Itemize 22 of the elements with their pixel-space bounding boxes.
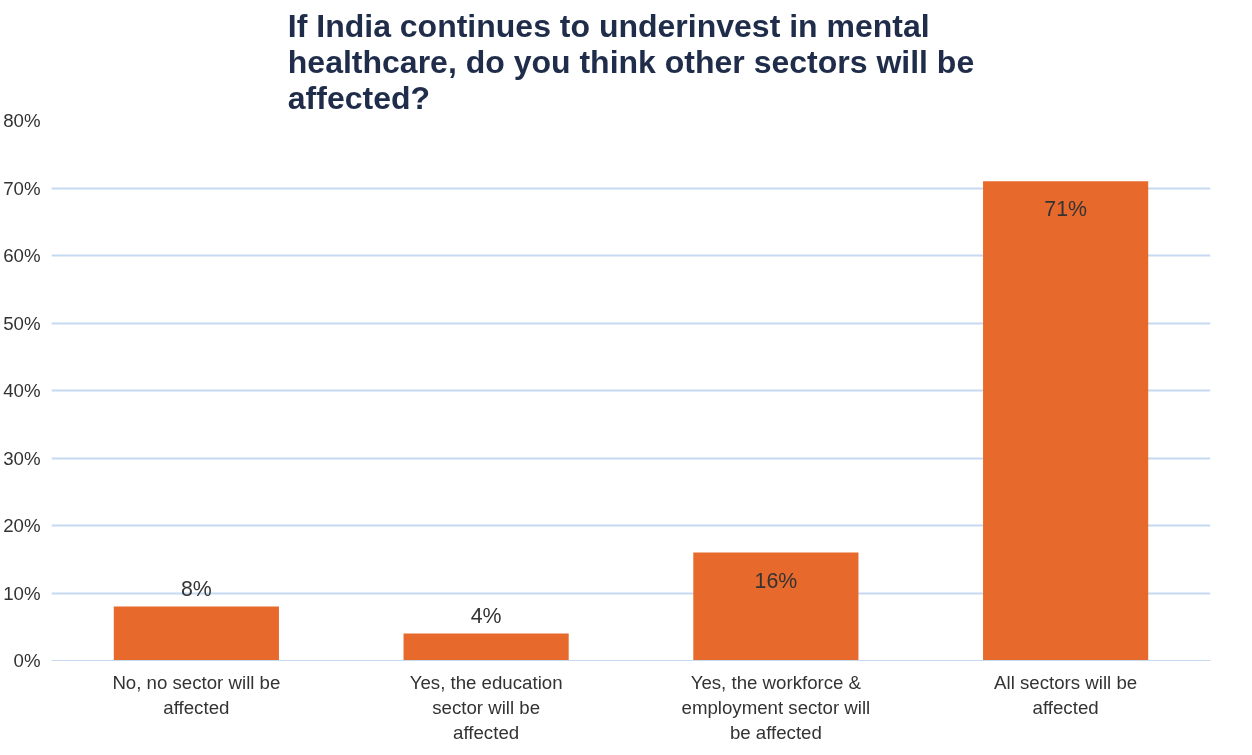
bar: [693, 552, 859, 661]
data-label: 16%: [754, 568, 798, 593]
x-tick-label: All sectors will be affected: [994, 671, 1138, 718]
y-tick-label: 50%: [3, 312, 41, 334]
y-tick-label: 80%: [3, 110, 41, 131]
x-tick-label: No, no sector will be affected: [112, 671, 281, 718]
bar: [113, 606, 279, 661]
y-tick-label: 60%: [3, 245, 41, 266]
y-tick-label: 0%: [13, 650, 41, 671]
y-tick-label: 10%: [3, 582, 41, 604]
data-label: 4%: [470, 604, 502, 629]
y-tick-label: 40%: [3, 380, 41, 401]
x-tick-label: Yes, the workforce & employment sector will be affected: [681, 671, 871, 743]
bar: [403, 633, 569, 661]
bar: [983, 181, 1149, 661]
chart-title: If India continues to underinvest in mental healthcare, do you think other sectors will be affected?: [287, 7, 975, 116]
x-tick-label: Yes, the education sector will be affected: [409, 671, 563, 743]
y-tick-label: 30%: [3, 447, 41, 469]
y-tick-label: 70%: [3, 177, 41, 199]
data-label: 71%: [1044, 197, 1087, 222]
y-tick-label: 20%: [3, 515, 41, 536]
data-label: 8%: [180, 577, 212, 602]
